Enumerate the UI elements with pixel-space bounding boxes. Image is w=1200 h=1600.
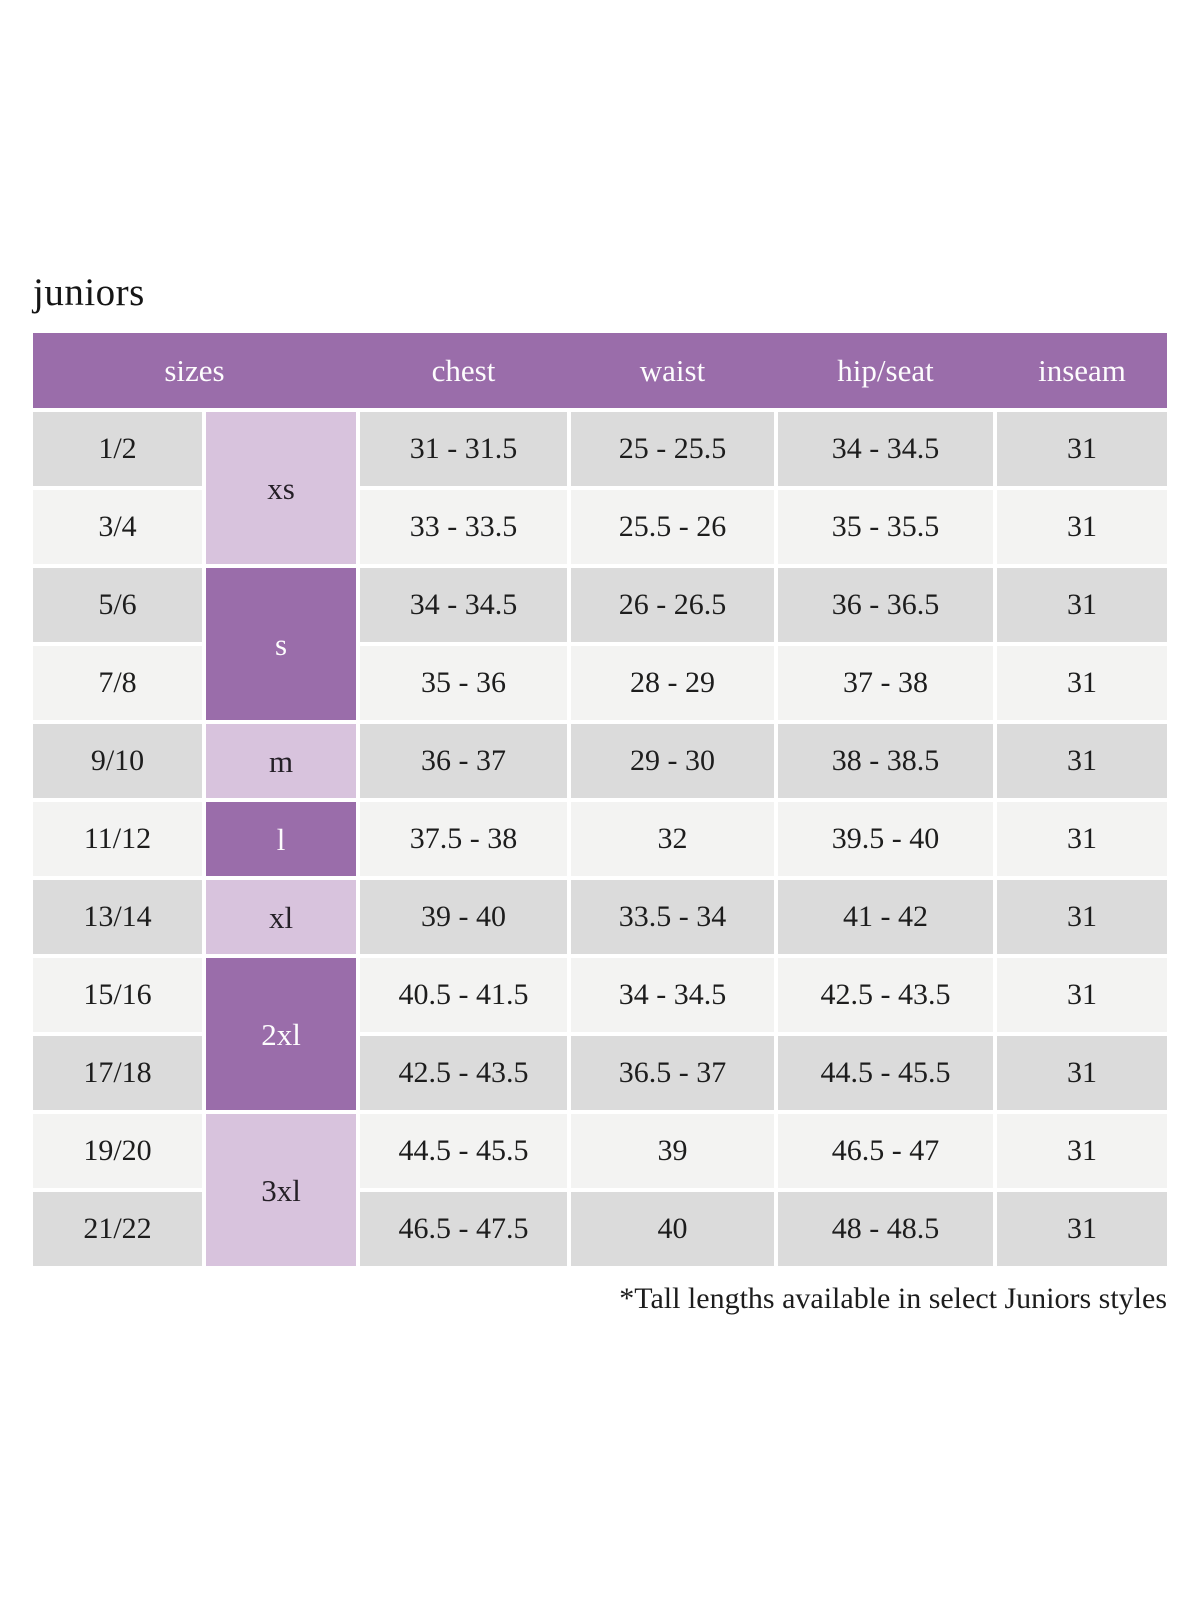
- inseam-cell: 31: [997, 1036, 1167, 1110]
- inseam-cell: 31: [997, 412, 1167, 486]
- hip-seat-cell: 35 - 35.5: [778, 490, 993, 564]
- inseam-cell: 31: [997, 1114, 1167, 1188]
- size-cell: 5/6: [33, 568, 202, 642]
- tall-lengths-footnote: *Tall lengths available in select Junior…: [619, 1282, 1167, 1315]
- hip-seat-cell: 46.5 - 47: [778, 1114, 993, 1188]
- chest-cell: 35 - 36: [360, 646, 567, 720]
- waist-cell: 32: [571, 802, 774, 876]
- hip-seat-cell: 48 - 48.5: [778, 1192, 993, 1266]
- size-cell: 7/8: [33, 646, 202, 720]
- chest-cell: 42.5 - 43.5: [360, 1036, 567, 1110]
- header-cell-sizes: sizes: [164, 353, 225, 388]
- page-title: juniors: [33, 271, 145, 314]
- hip-seat-cell: 37 - 38: [778, 646, 993, 720]
- chest-cell: 40.5 - 41.5: [360, 958, 567, 1032]
- size-cell: 13/14: [33, 880, 202, 954]
- size-group-xs: xs: [206, 412, 356, 564]
- size-cell: 9/10: [33, 724, 202, 798]
- chest-cell: 37.5 - 38: [360, 802, 567, 876]
- header-cell-waist: waist: [639, 353, 706, 388]
- waist-cell: 28 - 29: [571, 646, 774, 720]
- table-header-band: [33, 333, 1167, 408]
- size-group-xl: xl: [206, 880, 356, 954]
- size-group-2xl: 2xl: [206, 958, 356, 1110]
- inseam-cell: 31: [997, 958, 1167, 1032]
- size-cell: 19/20: [33, 1114, 202, 1188]
- chest-cell: 44.5 - 45.5: [360, 1114, 567, 1188]
- waist-cell: 25.5 - 26: [571, 490, 774, 564]
- hip-seat-cell: 36 - 36.5: [778, 568, 993, 642]
- size-group-m: m: [206, 724, 356, 798]
- waist-cell: 40: [571, 1192, 774, 1266]
- size-cell: 1/2: [33, 412, 202, 486]
- waist-cell: 33.5 - 34: [571, 880, 774, 954]
- header-cell-chest: chest: [431, 353, 496, 388]
- size-cell: 15/16: [33, 958, 202, 1032]
- juniors-size-table: sizes chest waist hip/seat inseam xs s m…: [33, 333, 1167, 1266]
- waist-cell: 39: [571, 1114, 774, 1188]
- inseam-cell: 31: [997, 568, 1167, 642]
- waist-cell: 29 - 30: [571, 724, 774, 798]
- size-group-s: s: [206, 568, 356, 720]
- size-group-3xl: 3xl: [206, 1114, 356, 1266]
- hip-seat-cell: 42.5 - 43.5: [778, 958, 993, 1032]
- chest-cell: 34 - 34.5: [360, 568, 567, 642]
- inseam-cell: 31: [997, 646, 1167, 720]
- chest-cell: 33 - 33.5: [360, 490, 567, 564]
- hip-seat-cell: 38 - 38.5: [778, 724, 993, 798]
- hip-seat-cell: 41 - 42: [778, 880, 993, 954]
- header-cell-inseam: inseam: [1038, 353, 1126, 388]
- inseam-cell: 31: [997, 802, 1167, 876]
- size-group-l: l: [206, 802, 356, 876]
- header-cell-hip-seat: hip/seat: [837, 353, 934, 388]
- chest-cell: 31 - 31.5: [360, 412, 567, 486]
- chest-cell: 39 - 40: [360, 880, 567, 954]
- hip-seat-cell: 39.5 - 40: [778, 802, 993, 876]
- chest-cell: 36 - 37: [360, 724, 567, 798]
- inseam-cell: 31: [997, 490, 1167, 564]
- hip-seat-cell: 34 - 34.5: [778, 412, 993, 486]
- waist-cell: 36.5 - 37: [571, 1036, 774, 1110]
- inseam-cell: 31: [997, 724, 1167, 798]
- size-chart-page: juniors sizes chest waist hip/seat insea…: [33, 271, 1167, 1315]
- chest-cell: 46.5 - 47.5: [360, 1192, 567, 1266]
- size-cell: 17/18: [33, 1036, 202, 1110]
- size-cell: 3/4: [33, 490, 202, 564]
- size-cell: 11/12: [33, 802, 202, 876]
- size-cell: 21/22: [33, 1192, 202, 1266]
- waist-cell: 34 - 34.5: [571, 958, 774, 1032]
- waist-cell: 25 - 25.5: [571, 412, 774, 486]
- waist-cell: 26 - 26.5: [571, 568, 774, 642]
- hip-seat-cell: 44.5 - 45.5: [778, 1036, 993, 1110]
- inseam-cell: 31: [997, 1192, 1167, 1266]
- inseam-cell: 31: [997, 880, 1167, 954]
